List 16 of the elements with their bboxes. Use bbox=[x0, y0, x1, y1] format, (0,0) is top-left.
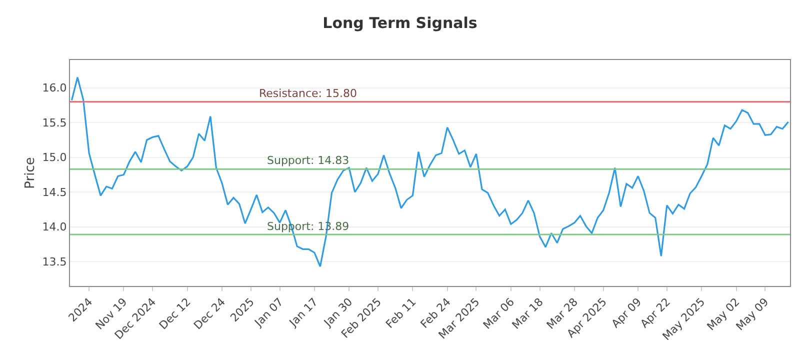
x-tick-label: Dec 12 bbox=[156, 296, 194, 332]
y-tick-label: 13.5 bbox=[42, 256, 67, 269]
chart-title: Long Term Signals bbox=[322, 14, 478, 32]
y-tick-label: 15.0 bbox=[42, 151, 67, 164]
x-tick-label: Feb 11 bbox=[383, 296, 419, 331]
ref-line-label: Resistance: 15.80 bbox=[259, 87, 357, 100]
y-axis-title: Price bbox=[23, 157, 38, 189]
line-series bbox=[70, 76, 790, 268]
y-tick-label: 14.5 bbox=[42, 186, 67, 199]
y-tick-label: 15.5 bbox=[42, 116, 67, 130]
y-tick-label: 14.0 bbox=[42, 220, 67, 234]
x-tick-label: Dec 24 bbox=[191, 296, 228, 332]
x-tick-label: Jan 07 bbox=[252, 296, 286, 330]
x-tick-label: Jan 17 bbox=[286, 296, 320, 330]
ref-line-label: Support: 14.83 bbox=[267, 154, 350, 167]
y-tick-label: 16.0 bbox=[42, 82, 67, 95]
